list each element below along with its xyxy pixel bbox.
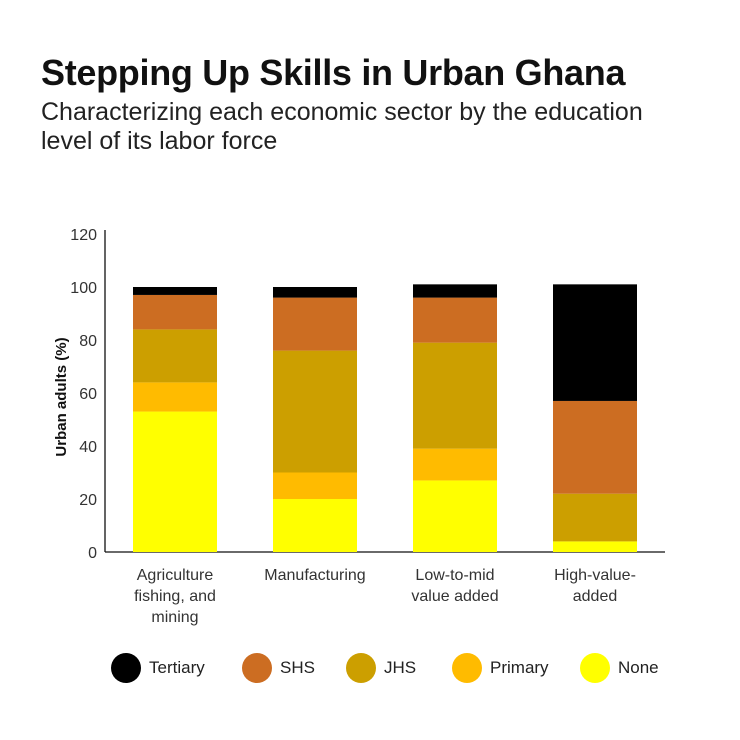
bar-segment-tertiary: [553, 284, 637, 401]
legend-swatch: [346, 653, 376, 683]
y-tick-label: 20: [79, 492, 97, 509]
bar-segment-none: [553, 541, 637, 552]
legend-item-jhs: JHS: [346, 650, 416, 686]
legend-item-shs: SHS: [242, 650, 315, 686]
y-tick-label: 100: [70, 280, 97, 297]
bar-segment-jhs: [133, 329, 217, 383]
bar-segment-primary: [133, 382, 217, 412]
x-tick-label: Agriculture: [137, 567, 214, 584]
x-tick-label: Manufacturing: [264, 567, 365, 584]
legend-item-primary: Primary: [452, 650, 549, 686]
bar-segment-primary: [413, 448, 497, 481]
bar-segment-shs: [273, 297, 357, 351]
x-tick-label: mining: [151, 609, 198, 626]
bar-segment-jhs: [413, 342, 497, 449]
x-tick-label: value added: [411, 588, 498, 605]
legend: Tertiary SHS JHS Primary None: [0, 650, 740, 690]
x-tick-label: Low-to-mid: [415, 567, 494, 584]
y-tick-label: 0: [88, 545, 97, 562]
bar-segment-tertiary: [413, 284, 497, 298]
bar-segment-primary: [273, 472, 357, 499]
legend-swatch: [580, 653, 610, 683]
x-tick-label: fishing, and: [134, 588, 216, 605]
bar-segment-none: [273, 499, 357, 552]
chart-subtitle: Characterizing each economic sector by t…: [41, 98, 643, 155]
legend-label: Primary: [490, 658, 549, 677]
legend-swatch: [452, 653, 482, 683]
bar-segment-jhs: [553, 493, 637, 542]
y-tick-label: 120: [70, 227, 97, 244]
bar-segment-tertiary: [273, 287, 357, 298]
stacked-bar-chart: 0 20 40 60 80 100 120 Urban adults (%) Agricultu…: [53, 227, 665, 626]
legend-label: SHS: [280, 658, 315, 677]
bar-segment-shs: [553, 400, 637, 494]
y-axis-label: Urban adults (%): [53, 337, 70, 456]
bar-segment-tertiary: [133, 287, 217, 295]
x-tick-label: High-value-: [554, 567, 636, 584]
y-tick-label: 40: [79, 439, 97, 456]
legend-label: Tertiary: [149, 658, 205, 677]
legend-label: JHS: [384, 658, 417, 677]
y-tick-label: 80: [79, 333, 97, 350]
y-tick-label: 60: [79, 386, 97, 403]
x-tick-label: added: [573, 588, 618, 605]
bar-segment-none: [413, 480, 497, 552]
legend-item-tertiary: Tertiary: [111, 650, 205, 686]
bar-segment-jhs: [273, 350, 357, 473]
legend-swatch: [242, 653, 272, 683]
legend-label: None: [618, 658, 659, 677]
legend-item-none: None: [580, 650, 659, 686]
chart-title: Stepping Up Skills in Urban Ghana: [41, 52, 626, 93]
legend-swatch: [111, 653, 141, 683]
bar-segment-none: [133, 411, 217, 552]
bar-segment-shs: [133, 294, 217, 330]
bar-segment-shs: [413, 297, 497, 343]
